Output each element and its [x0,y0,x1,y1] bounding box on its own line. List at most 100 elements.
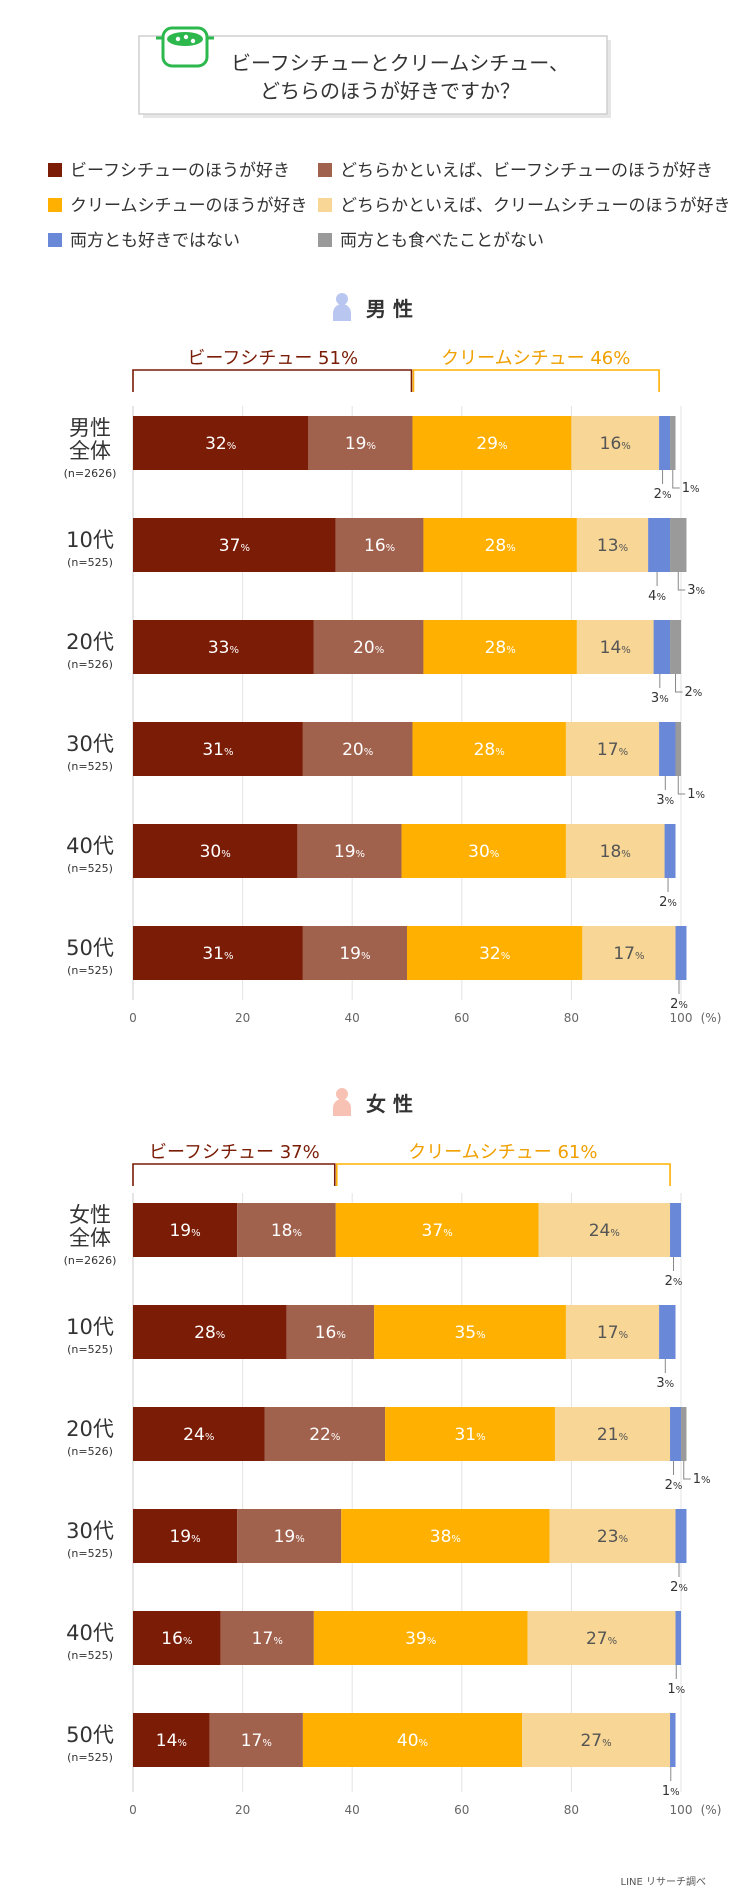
bar-segment-cream [374,1305,566,1359]
bar-segment-beef [133,824,298,878]
x-tick-label: 40 [345,1803,360,1817]
legend: ビーフシチューのほうが好き どちらかといえば、ビーフシチューのほうが好きクリームシ… [48,161,731,251]
data-label: 18% [271,1221,302,1241]
cream-total-bracket [412,369,660,392]
category-label: 全体 [69,1226,111,1250]
sample-size: (n=525) [67,862,113,875]
data-label: 20% [353,638,384,658]
data-label: 19% [339,944,370,964]
data-label: 20% [342,740,373,760]
x-unit-label: (%) [701,1803,722,1817]
bar-segment-cream [341,1509,550,1563]
data-label: 16% [161,1629,192,1649]
legend-swatch-cream [48,198,62,212]
bar-row: 40代 (n=525) 16% 17% 39% 27% 1% [66,1611,685,1697]
person-icon [333,304,351,321]
x-unit-label: (%) [701,1011,722,1025]
bar-segment-rather_beef [264,1407,386,1461]
x-tick-label: 0 [129,1803,137,1817]
leader-line [675,674,683,693]
data-label-small: 1% [693,1472,711,1487]
bar-row: 40代 (n=525) 30% 19% 30% 18% 2% [66,824,677,910]
data-label-small: 2% [654,487,672,502]
bar-segment-never_eaten [670,416,676,470]
bar-segment-cream [423,620,577,674]
bar-segment-never_eaten [670,518,687,572]
data-label-small: 1% [662,1784,680,1799]
legend-swatch-rather_beef [318,163,332,177]
bar-segment-rather_beef [297,824,402,878]
category-label: 30代 [66,1519,114,1543]
x-tick-label: 60 [454,1803,469,1817]
cream-total-label: クリームシチュー 46% [441,348,630,369]
title-line-2: どちらのほうが好きですか？ [260,79,520,103]
bar-segment-cream [335,1203,539,1257]
data-label: 19% [169,1527,200,1547]
bar-segment-neither [675,1611,681,1665]
data-label: 13% [597,536,628,556]
category-label: 30代 [66,732,114,756]
source-note: LINE リサーチ調べ [621,1875,707,1888]
sample-size: (n=526) [67,1445,113,1458]
legend-label-never_eaten: 両方とも食べたことがない [340,231,544,251]
bar-row: 10代 (n=525) 37% 16% 28% 13% 4% 3% [66,518,705,604]
cream-total-bracket [335,1163,671,1186]
data-label: 32% [479,944,510,964]
legend-label-cream: クリームシチューのほうが好き [70,196,308,216]
data-label-small: 2% [665,1478,683,1493]
data-label: 31% [454,1425,485,1445]
beef-total-label: ビーフシチュー 51% [187,348,358,369]
bar-segment-neither [664,824,676,878]
sample-size: (n=526) [67,658,113,671]
bar-row: 20代 (n=526) 24% 22% 31% 21% 2% 1% [66,1407,711,1493]
data-label-small: 2% [659,895,677,910]
legend-swatch-neither [48,233,62,247]
bar-segment-neither [659,722,676,776]
sample-size: (n=525) [67,1649,113,1662]
bar-row: 20代 (n=526) 33% 20% 28% 14% 3% 2% [66,620,702,706]
bar-segment-beef [133,1713,210,1767]
bar-row: 50代 (n=525) 14% 17% 40% 27% 1% [66,1713,680,1799]
bar-segment-beef [133,1509,238,1563]
leader-line [683,1461,691,1480]
data-label-small: 3% [656,1376,674,1391]
bar-segment-neither [675,1509,687,1563]
bar-segment-cream [313,1611,528,1665]
data-label-small: 3% [656,793,674,808]
legend-label-rather_cream: どちらかといえば、クリームシチューのほうが好き [340,196,731,216]
category-label: 全体 [69,439,111,463]
title-box: ビーフシチューとクリームシチュー、 どちらのほうが好きですか？ [138,35,611,118]
bar-segment-rather_cream [576,620,654,674]
bar-segment-beef [133,518,336,572]
data-label: 19% [334,842,365,862]
bar-segment-rather_cream [565,824,665,878]
bar-segment-beef [133,620,314,674]
data-label: 33% [208,638,239,658]
bar-row: 10代 (n=525) 28% 16% 35% 17% 3% [66,1305,676,1391]
category-label: 50代 [66,936,114,960]
bar-segment-rather_cream [582,926,676,980]
data-label-small: 4% [648,589,666,604]
cream-total-label: クリームシチュー 61% [408,1142,597,1163]
bar-segment-rather_beef [237,1203,336,1257]
data-label: 19% [274,1527,305,1547]
x-tick-label: 20 [235,1803,250,1817]
bar-segment-never_eaten [675,722,681,776]
bar-segment-rather_cream [554,1407,671,1461]
bar-row: 30代 (n=525) 31% 20% 28% 17% 3% 1% [66,722,705,808]
bar-segment-rather_beef [302,926,407,980]
data-label-small: 1% [687,787,705,802]
data-label-small: 2% [665,1274,683,1289]
bar-segment-rather_beef [237,1509,342,1563]
title-line-1: ビーフシチューとクリームシチュー、 [231,51,569,75]
bar-segment-rather_cream [576,518,649,572]
bar-segment-cream [302,1713,523,1767]
data-label: 28% [485,638,516,658]
data-label: 16% [315,1323,346,1343]
bar-segment-cream [407,926,583,980]
category-label: 10代 [66,1315,114,1339]
bar-segment-neither [653,620,671,674]
